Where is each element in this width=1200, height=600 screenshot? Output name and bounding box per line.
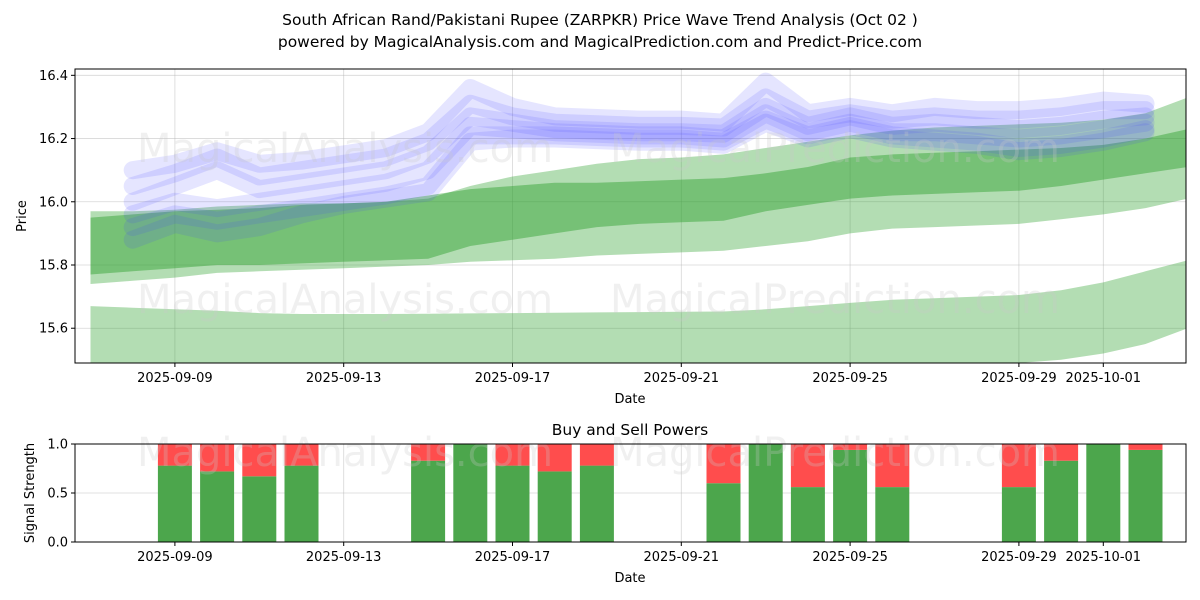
price-x-axis: 2025-09-09 2025-09-13 2025-09-17 2025-09-21…	[137, 363, 1141, 386]
signal-panel: Buy and Sell Powers MagicalAnalysis.com …	[23, 421, 1187, 586]
watermark-analysis-top: MagicalAnalysis.com	[137, 126, 553, 172]
signal-xtick-label: 2025-09-13	[306, 550, 382, 565]
price-xtick-label: 2025-09-29	[981, 371, 1057, 386]
signal-x-axis: 2025-09-09 2025-09-13 2025-09-17 2025-09-21…	[137, 542, 1141, 565]
sell-power-bar	[706, 444, 741, 484]
buy-power-bar	[200, 471, 235, 542]
price-panel-plot	[90, 72, 1186, 363]
signal-xtick-label: 2025-09-09	[137, 550, 213, 565]
signal-ytick-label: 1.0	[47, 438, 68, 453]
price-x-axis-label: Date	[614, 392, 645, 407]
sell-power-bar	[1128, 444, 1163, 450]
watermark-prediction-mid: MagicalPrediction.com	[610, 277, 1060, 323]
sell-power-bar	[200, 444, 235, 472]
signal-panel-plot	[157, 444, 1163, 542]
price-y-axis: 15.6 15.8 16.0 16.2 16.4	[39, 69, 75, 337]
sell-power-bar	[790, 444, 825, 488]
signal-panel-title: Buy and Sell Powers	[552, 421, 709, 439]
price-xtick-label: 2025-09-21	[644, 371, 720, 386]
price-xtick-label: 2025-09-25	[812, 371, 888, 386]
signal-xtick-label: 2025-10-01	[1066, 550, 1142, 565]
price-panel-background	[75, 69, 1186, 363]
chart-subtitle: powered by MagicalAnalysis.com and Magic…	[278, 33, 922, 51]
sell-power-bar	[537, 444, 572, 472]
price-xtick-label: 2025-09-09	[137, 371, 213, 386]
price-xtick-label: 2025-09-13	[306, 371, 382, 386]
buy-power-bar	[579, 465, 614, 542]
green-trend-band	[90, 260, 1186, 363]
buy-power-bar	[1086, 444, 1121, 542]
signal-ytick-label: 0.5	[47, 487, 68, 502]
buy-power-bar	[453, 444, 488, 542]
sell-power-bar	[579, 444, 614, 466]
signal-y-axis-label: Signal Strength	[23, 443, 38, 543]
buy-power-bar	[1001, 487, 1036, 542]
blue-wave-line	[123, 110, 1155, 237]
price-panel: MagicalAnalysis.com MagicalPrediction.co…	[15, 68, 1187, 407]
sell-power-bar	[284, 444, 319, 466]
signal-ytick-label: 0.0	[47, 536, 68, 551]
price-ytick-label: 15.8	[39, 259, 68, 274]
green-trend-band	[90, 98, 1186, 284]
signal-x-axis-label: Date	[614, 571, 645, 586]
buy-power-bar	[495, 465, 530, 542]
buy-power-bar	[157, 465, 192, 542]
price-ytick-label: 16.4	[39, 69, 68, 84]
watermark-prediction-top: MagicalPrediction.com	[610, 126, 1060, 172]
buy-power-bar	[748, 444, 783, 542]
signal-xtick-label: 2025-09-25	[812, 550, 888, 565]
signal-xtick-label: 2025-09-21	[644, 550, 720, 565]
price-xtick-label: 2025-10-01	[1066, 371, 1142, 386]
green-trend-band	[90, 129, 1186, 275]
buy-power-bar	[242, 476, 277, 542]
chart-title: South African Rand/Pakistani Rupee (ZARP…	[282, 11, 918, 29]
price-ytick-label: 16.2	[39, 132, 68, 147]
buy-power-bar	[537, 471, 572, 542]
watermark-analysis-mid: MagicalAnalysis.com	[137, 277, 553, 323]
price-y-axis-label: Price	[15, 200, 30, 232]
sell-power-bar	[833, 444, 868, 450]
blue-wave-line	[123, 88, 1155, 195]
buy-power-bar	[1128, 449, 1163, 542]
sell-power-bar	[1044, 444, 1079, 461]
buy-power-bar	[411, 460, 446, 542]
price-panel-frame	[74, 68, 1187, 364]
price-panel-grid	[75, 69, 1186, 363]
sell-power-bar	[495, 444, 530, 466]
sell-power-bar	[411, 444, 446, 461]
signal-xtick-label: 2025-09-29	[981, 550, 1057, 565]
buy-power-bar	[790, 487, 825, 542]
sell-power-bar	[157, 444, 192, 466]
blue-wave-line	[123, 72, 1155, 180]
sell-power-bar	[875, 444, 910, 488]
blue-wave-line	[123, 97, 1155, 211]
buy-power-bar	[284, 465, 319, 542]
buy-power-bar	[875, 487, 910, 542]
blue-wave-line	[123, 104, 1155, 224]
buy-power-bar	[1044, 460, 1079, 542]
sell-power-bar	[1001, 444, 1036, 488]
buy-power-bar	[833, 449, 868, 542]
signal-y-axis: 0.0 0.5 1.0	[47, 438, 75, 551]
blue-wave-line	[123, 113, 1155, 249]
price-xtick-label: 2025-09-17	[475, 371, 551, 386]
watermark-analysis-bottom: MagicalAnalysis.com	[137, 430, 553, 476]
price-ytick-label: 16.0	[39, 195, 68, 210]
price-ytick-label: 15.6	[39, 322, 68, 337]
watermark-prediction-bottom: MagicalPrediction.com	[610, 430, 1060, 476]
buy-power-bar	[706, 483, 741, 542]
signal-xtick-label: 2025-09-17	[475, 550, 551, 565]
sell-power-bar	[242, 444, 277, 477]
